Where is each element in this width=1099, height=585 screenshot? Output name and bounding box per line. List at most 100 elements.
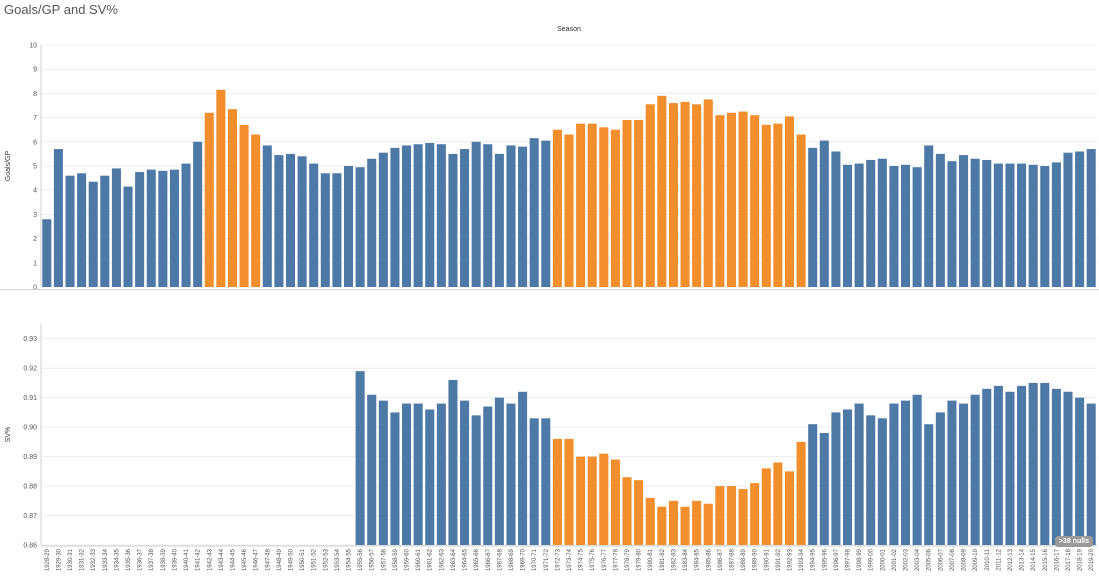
goals-gp-bar-1955-56[interactable] bbox=[355, 167, 365, 287]
goals-gp-bar-1940-41[interactable] bbox=[181, 163, 191, 287]
sv-pct-bar-1989-90[interactable] bbox=[750, 483, 760, 545]
sv-pct-bar-2019-20[interactable] bbox=[1086, 403, 1096, 545]
goals-gp-bar-1972-73[interactable] bbox=[552, 129, 562, 287]
sv-pct-bar-1957-58[interactable] bbox=[378, 400, 388, 545]
sv-pct-bar-1973-74[interactable] bbox=[564, 438, 574, 545]
sv-pct-bar-1977-78[interactable] bbox=[610, 459, 620, 545]
sv-pct-bar-1959-60[interactable] bbox=[402, 403, 412, 545]
goals-gp-bar-2005-06[interactable] bbox=[924, 145, 934, 287]
sv-pct-bar-2001-02[interactable] bbox=[889, 403, 899, 545]
sv-pct-bar-1961-62[interactable] bbox=[425, 409, 435, 545]
goals-gp-bar-1939-40[interactable] bbox=[169, 169, 179, 287]
goals-gp-bar-1982-83[interactable] bbox=[668, 103, 678, 287]
goals-gp-bar-1938-39[interactable] bbox=[158, 170, 168, 287]
sv-pct-bar-2006-07[interactable] bbox=[935, 412, 945, 545]
goals-gp-bar-1928-29[interactable] bbox=[42, 219, 52, 287]
goals-gp-bar-1953-54[interactable] bbox=[332, 173, 342, 287]
sv-pct-bar-2018-19[interactable] bbox=[1075, 397, 1085, 545]
sv-pct-bar-1984-85[interactable] bbox=[692, 500, 702, 545]
sv-pct-bar-1978-79[interactable] bbox=[622, 477, 632, 545]
goals-gp-bar-1981-82[interactable] bbox=[657, 95, 667, 287]
goals-gp-bar-1968-69[interactable] bbox=[506, 145, 516, 287]
sv-pct-bar-1990-91[interactable] bbox=[761, 468, 771, 545]
sv-pct-bar-1981-82[interactable] bbox=[657, 506, 667, 545]
goals-gp-bar-1960-61[interactable] bbox=[413, 144, 423, 287]
sv-pct-bar-2012-13[interactable] bbox=[1005, 391, 1015, 545]
sv-pct-bar-2011-12[interactable] bbox=[993, 385, 1003, 545]
sv-pct-bar-1979-80[interactable] bbox=[634, 480, 644, 545]
goals-gp-bar-1930-31[interactable] bbox=[65, 175, 75, 287]
sv-pct-bar-1992-93[interactable] bbox=[784, 471, 795, 545]
goals-gp-bar-1966-67[interactable] bbox=[483, 144, 493, 287]
sv-pct-bar-1963-64[interactable] bbox=[448, 379, 458, 545]
goals-gp-bar-2013-14[interactable] bbox=[1017, 163, 1027, 287]
sv-pct-bar-1955-56[interactable] bbox=[355, 371, 365, 545]
sv-pct-bar-2008-09[interactable] bbox=[959, 403, 969, 545]
sv-pct-bar-1967-68[interactable] bbox=[494, 397, 504, 545]
goals-gp-bar-1959-60[interactable] bbox=[402, 145, 412, 287]
goals-gp-bar-1996-97[interactable] bbox=[831, 151, 841, 287]
goals-gp-bar-1958-59[interactable] bbox=[390, 147, 400, 287]
sv-pct-bar-2017-18[interactable] bbox=[1063, 391, 1073, 545]
goals-gp-bar-1951-52[interactable] bbox=[309, 163, 319, 287]
sv-pct-bar-1996-97[interactable] bbox=[831, 412, 841, 545]
goals-gp-bar-2000-01[interactable] bbox=[877, 158, 887, 287]
sv-pct-bar-1988-89[interactable] bbox=[738, 489, 748, 545]
sv-pct-bar-2014-15[interactable] bbox=[1028, 382, 1038, 545]
goals-gp-bar-1954-55[interactable] bbox=[343, 166, 354, 287]
sv-pct-bar-1956-57[interactable] bbox=[367, 394, 377, 545]
goals-gp-bar-1945-46[interactable] bbox=[239, 124, 249, 287]
goals-gp-bar-2009-10[interactable] bbox=[970, 158, 980, 287]
goals-gp-bar-1986-87[interactable] bbox=[715, 115, 725, 288]
sv-pct-bar-1962-63[interactable] bbox=[436, 403, 446, 545]
sv-pct-bar-1968-69[interactable] bbox=[506, 403, 516, 545]
sv-pct-bar-1985-86[interactable] bbox=[703, 503, 713, 545]
sv-pct-bar-1982-83[interactable] bbox=[668, 500, 678, 545]
goals-gp-bar-2017-18[interactable] bbox=[1063, 152, 1073, 287]
sv-pct-bar-1999-00[interactable] bbox=[866, 415, 876, 545]
goals-gp-bar-2007-08[interactable] bbox=[947, 161, 957, 287]
goals-gp-bar-1988-89[interactable] bbox=[738, 111, 748, 287]
sv-pct-bar-2015-16[interactable] bbox=[1040, 382, 1050, 545]
goals-gp-bar-1941-42[interactable] bbox=[193, 141, 203, 287]
goals-gp-bar-1932-33[interactable] bbox=[88, 181, 98, 287]
goals-gp-bar-1990-91[interactable] bbox=[761, 124, 771, 287]
goals-gp-bar-1987-88[interactable] bbox=[726, 112, 736, 287]
goals-gp-bar-1999-00[interactable] bbox=[866, 159, 876, 287]
goals-gp-bar-2003-04[interactable] bbox=[912, 167, 922, 287]
sv-pct-bar-2016-17[interactable] bbox=[1051, 388, 1061, 545]
sv-pct-bar-2013-14[interactable] bbox=[1017, 385, 1027, 545]
sv-pct-bar-1971-72[interactable] bbox=[541, 418, 551, 545]
sv-pct-bar-2005-06[interactable] bbox=[924, 424, 934, 545]
sv-pct-bar-1980-81[interactable] bbox=[645, 497, 655, 545]
goals-gp-bar-1971-72[interactable] bbox=[541, 140, 551, 287]
sv-pct-bar-2007-08[interactable] bbox=[947, 400, 957, 545]
sv-pct-bar-2000-01[interactable] bbox=[877, 418, 887, 545]
goals-gp-bar-2002-03[interactable] bbox=[901, 164, 911, 287]
goals-gp-bar-1998-99[interactable] bbox=[854, 163, 864, 287]
goals-gp-bar-1973-74[interactable] bbox=[564, 134, 574, 287]
goals-gp-bar-2011-12[interactable] bbox=[993, 163, 1003, 287]
goals-gp-bar-2012-13[interactable] bbox=[1005, 163, 1015, 287]
goals-gp-bar-1985-86[interactable] bbox=[703, 99, 713, 287]
goals-gp-bar-1933-34[interactable] bbox=[100, 175, 110, 287]
goals-gp-bar-2018-19[interactable] bbox=[1075, 151, 1085, 287]
goals-gp-bar-1963-64[interactable] bbox=[448, 153, 458, 287]
goals-gp-bar-1967-68[interactable] bbox=[494, 153, 504, 287]
goals-gp-bar-1936-37[interactable] bbox=[135, 172, 145, 287]
goals-gp-bar-1944-45[interactable] bbox=[227, 109, 237, 287]
goals-gp-bar-1962-63[interactable] bbox=[436, 144, 446, 287]
goals-gp-bar-1978-79[interactable] bbox=[622, 120, 632, 288]
goals-gp-bar-1949-50[interactable] bbox=[285, 153, 296, 287]
sv-pct-bar-1997-98[interactable] bbox=[842, 409, 853, 545]
goals-gp-bar-1943-44[interactable] bbox=[216, 89, 226, 288]
goals-gp-bar-1979-80[interactable] bbox=[634, 120, 644, 288]
sv-pct-bar-1994-95[interactable] bbox=[808, 424, 818, 545]
goals-gp-bar-2008-09[interactable] bbox=[959, 155, 969, 287]
goals-gp-bar-1975-76[interactable] bbox=[587, 123, 597, 288]
sv-pct-bar-1993-94[interactable] bbox=[796, 441, 806, 545]
goals-gp-bar-1970-71[interactable] bbox=[529, 138, 539, 287]
sv-pct-bar-1991-92[interactable] bbox=[773, 462, 783, 545]
goals-gp-bar-1957-58[interactable] bbox=[378, 152, 388, 287]
goals-gp-bar-1994-95[interactable] bbox=[808, 147, 818, 287]
